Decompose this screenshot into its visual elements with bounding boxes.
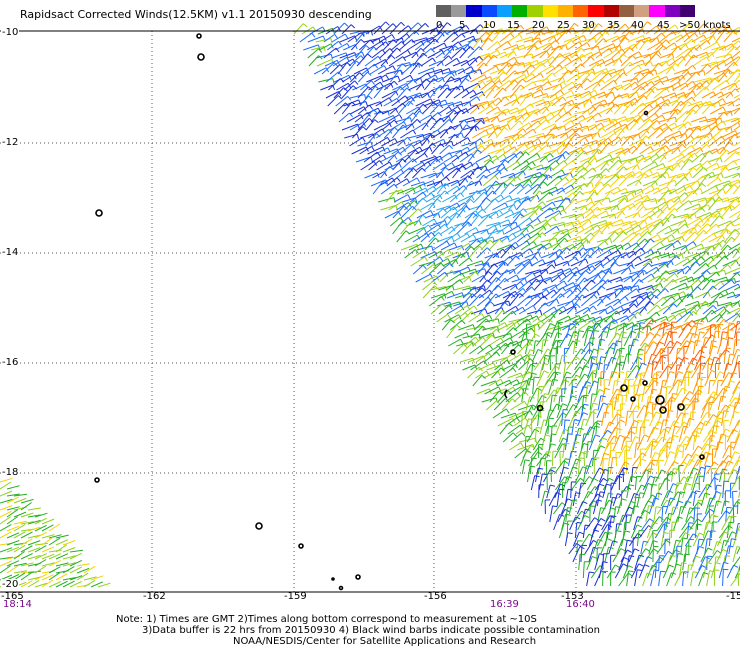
lon-label-165: -165 — [1, 591, 24, 602]
island-outline — [298, 543, 304, 549]
legend-swatch — [664, 5, 681, 17]
legend-label: 15 — [507, 20, 520, 31]
island-outline — [338, 585, 344, 591]
legend-swatch — [527, 5, 544, 17]
legend-swatch — [588, 5, 605, 17]
island-outline — [331, 577, 335, 581]
island-outline — [504, 389, 508, 399]
legend-label: 40 — [631, 20, 644, 31]
legend-swatch — [649, 5, 666, 17]
time-label-1814: 18:14 — [3, 599, 32, 610]
island-outline — [642, 380, 648, 386]
island-outline — [620, 384, 628, 392]
lat-label-14: -14 — [1, 247, 20, 258]
lon-label-156: -156 — [424, 591, 447, 602]
note-line-1: Note: 1) Times are GMT 2)Times along bot… — [116, 614, 537, 625]
wind-barb-swath — [293, 21, 740, 587]
legend-swatch — [542, 5, 559, 17]
legend-label: 25 — [557, 20, 570, 31]
map-title: Rapidsact Corrected Winds(12.5KM) v1.1 2… — [20, 8, 372, 21]
island-outline — [197, 53, 205, 61]
island-outline — [536, 404, 544, 412]
note-line-3: NOAA/NESDIS/Center for Satellite Applica… — [233, 636, 537, 647]
island-outline — [659, 406, 667, 414]
wind-barb-swath-southwest — [0, 477, 111, 588]
legend-swatch — [451, 5, 467, 17]
island-outline — [255, 522, 263, 530]
island-outlines — [94, 33, 705, 591]
legend-label: >50 knots — [679, 20, 731, 31]
legend-label: 20 — [532, 20, 545, 31]
time-label-1639: 16:39 — [490, 599, 519, 610]
legend-swatch — [436, 5, 452, 17]
legend-swatch — [618, 5, 635, 17]
lon-label-153: -153 — [561, 591, 584, 602]
legend-swatch — [573, 5, 589, 17]
legend-label: 0 — [436, 20, 443, 31]
lat-label-12: -12 — [1, 137, 20, 148]
time-label-1640: 16:40 — [566, 599, 595, 610]
wind-speed-legend: 0 5 10 15 20 25 30 35 40 45 >50 knots — [436, 5, 731, 33]
note-line-2: 3)Data buffer is 22 hrs from 20150930 4)… — [142, 625, 600, 636]
lon-label-150: -15 — [726, 591, 740, 602]
legend-swatch — [481, 5, 498, 17]
legend-label: 10 — [483, 20, 496, 31]
island-outline — [677, 403, 685, 411]
legend-label: 35 — [607, 20, 620, 31]
legend-label: 45 — [657, 20, 670, 31]
island-outline — [655, 395, 665, 405]
island-outline — [355, 574, 361, 580]
lat-label-20: -20 — [1, 579, 20, 590]
island-outline — [643, 110, 649, 116]
legend-swatch — [512, 5, 528, 17]
lat-label-10: -10 — [1, 27, 20, 38]
island-outline — [95, 209, 103, 217]
lon-label-159: -159 — [284, 591, 307, 602]
legend-swatch — [557, 5, 574, 17]
legend-swatch — [634, 5, 650, 17]
legend-swatch — [496, 5, 513, 17]
map-background — [0, 30, 740, 595]
legend-label: 30 — [582, 20, 595, 31]
island-outline — [510, 349, 516, 355]
island-outline — [94, 477, 100, 483]
legend-swatch — [466, 5, 483, 17]
island-outline — [699, 454, 705, 460]
lat-label-16: -16 — [1, 357, 20, 368]
lon-label-162: -162 — [143, 591, 166, 602]
island-outline — [196, 33, 202, 39]
lat-label-18: -18 — [1, 467, 20, 478]
legend-label: 5 — [459, 20, 466, 31]
legend-swatch — [679, 5, 696, 17]
legend-swatch — [603, 5, 620, 17]
island-outline — [630, 396, 636, 402]
